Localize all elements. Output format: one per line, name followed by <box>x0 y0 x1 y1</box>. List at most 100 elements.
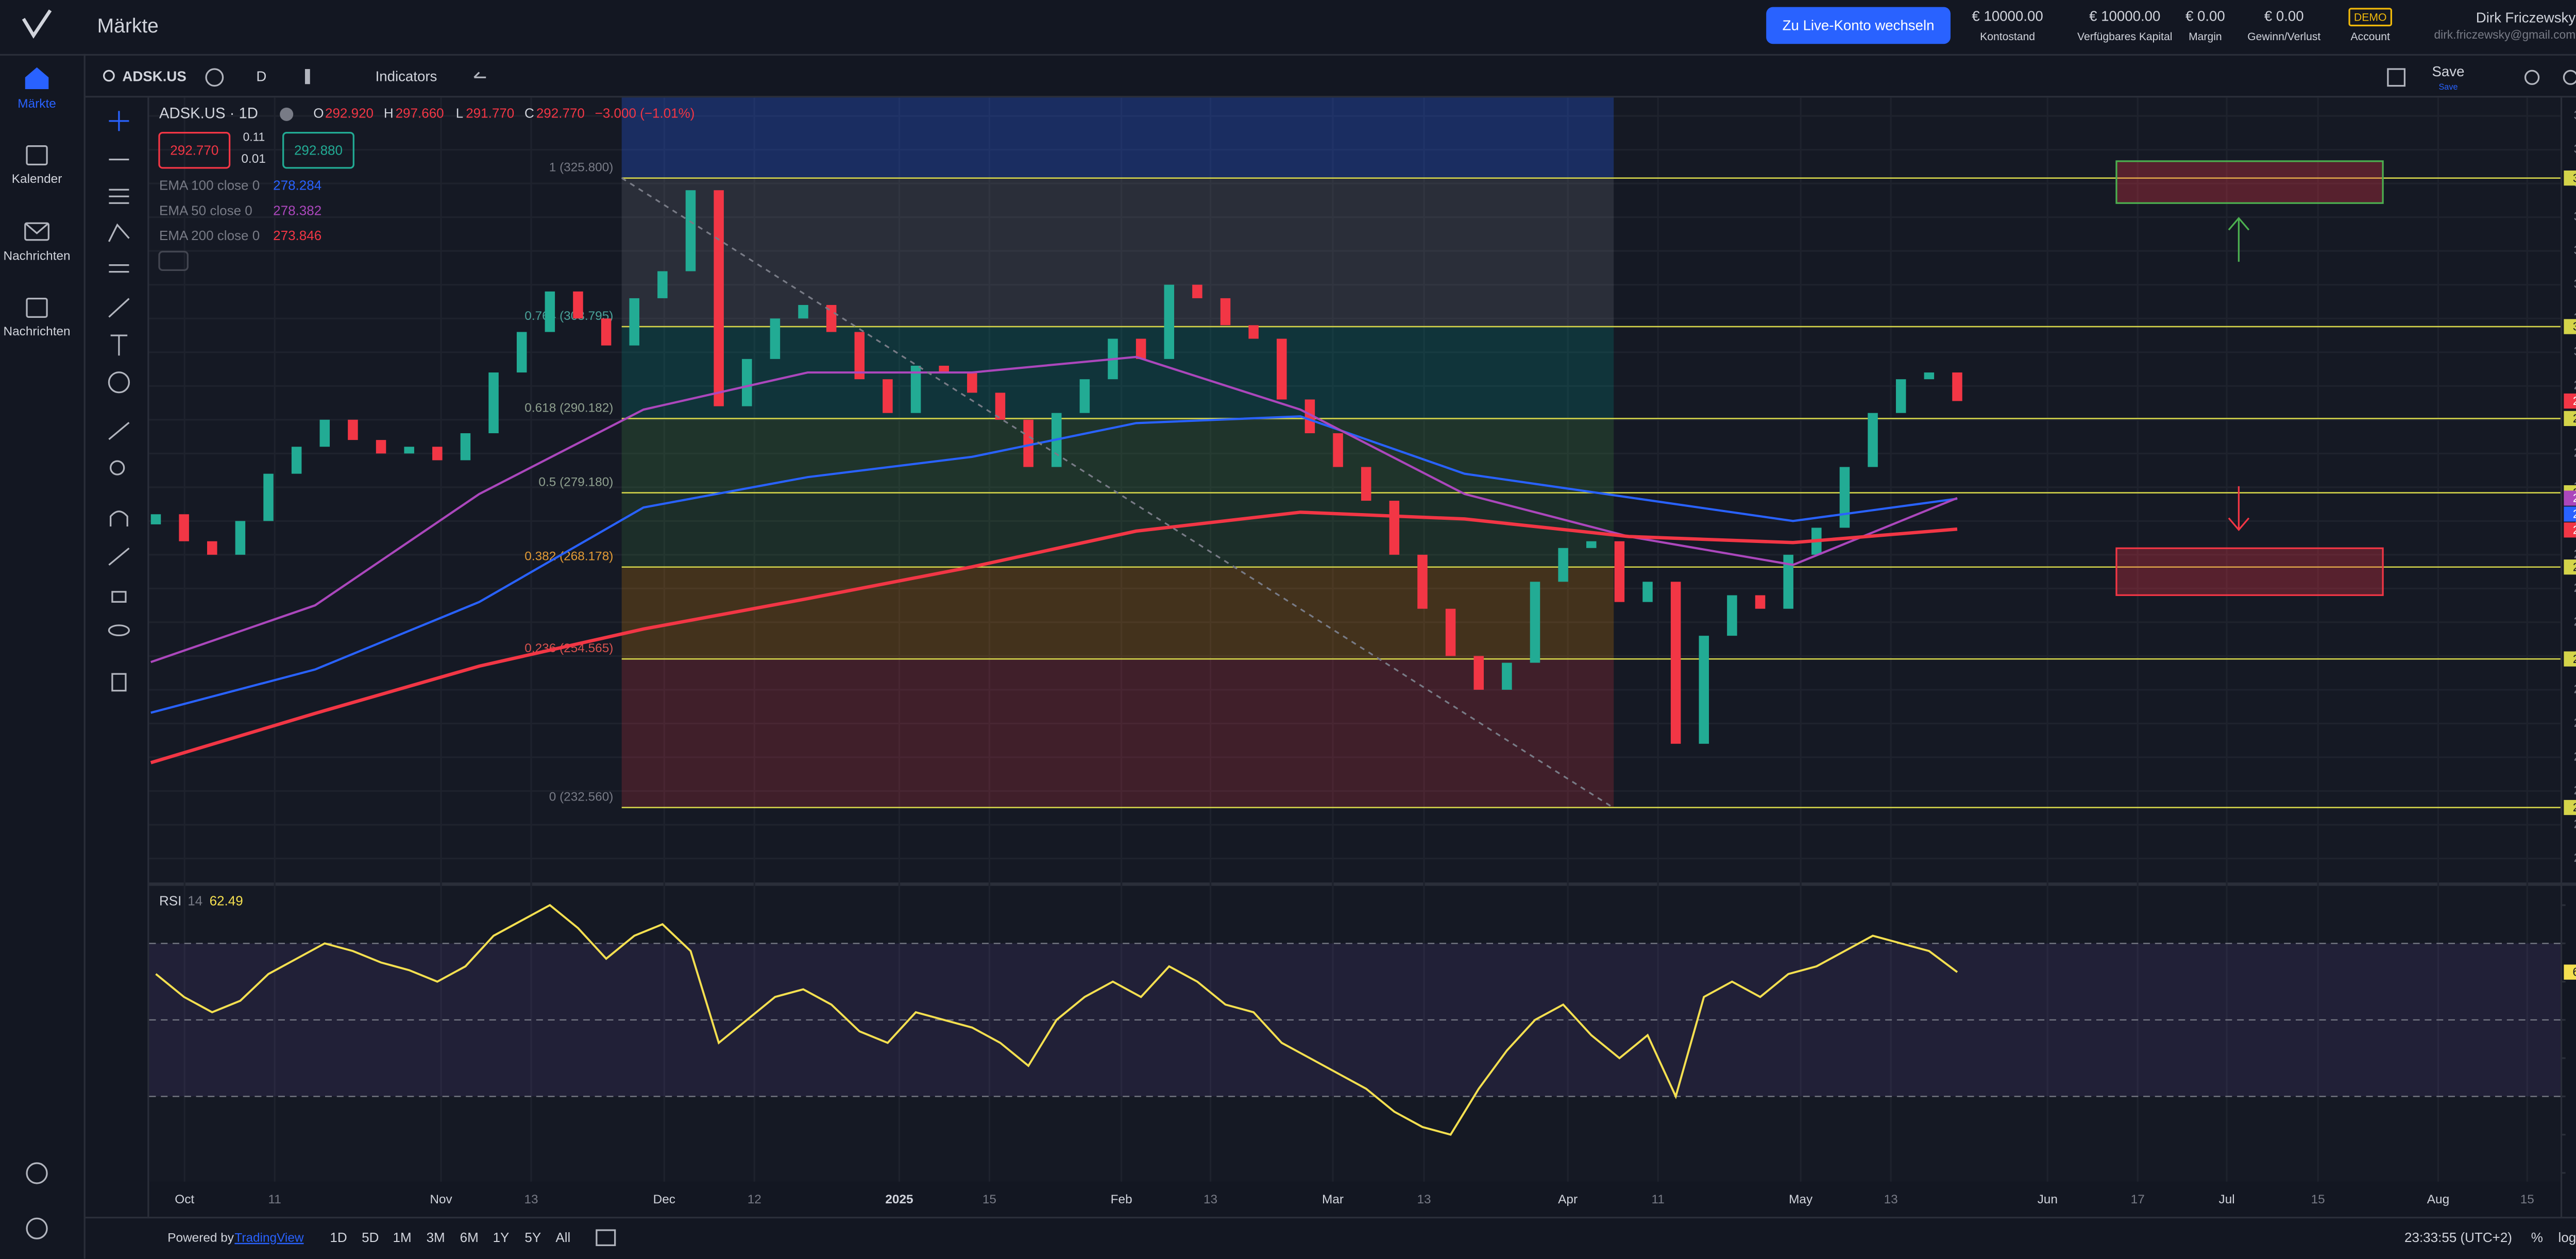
up-arrow[interactable] <box>2228 216 2250 262</box>
x-tick-label: 12 <box>748 1193 761 1206</box>
candle-body <box>1220 298 1231 326</box>
x-tick-label: 13 <box>1884 1193 1898 1206</box>
ohlc-value: 297.660 <box>396 106 444 121</box>
search-icon[interactable] <box>103 70 115 82</box>
tradingview-link[interactable]: TradingView <box>234 1231 304 1245</box>
x-tick-label: Mar <box>1322 1193 1344 1206</box>
magnet-tool[interactable] <box>110 511 128 526</box>
legend-toggle[interactable] <box>280 107 294 121</box>
stop-box[interactable] <box>2115 547 2384 596</box>
brush-tool[interactable] <box>108 298 130 318</box>
candle-body <box>714 190 724 406</box>
price-tag <box>2564 393 2576 409</box>
range-button[interactable]: 1Y <box>493 1230 510 1245</box>
interval[interactable]: D <box>256 69 266 84</box>
markets-icon[interactable] <box>25 67 49 90</box>
zoom-button[interactable] <box>2524 70 2540 85</box>
range-button[interactable]: 5D <box>362 1230 379 1245</box>
rsi-line <box>155 904 1958 1136</box>
candle-body <box>404 447 414 454</box>
fib-price-tag <box>2564 411 2576 427</box>
candle-body <box>348 419 358 440</box>
sidebar-item[interactable]: Märkte <box>18 97 56 111</box>
rsi-tag-label: 62.49 <box>2572 965 2576 979</box>
theme-toggle[interactable] <box>26 1162 48 1184</box>
range-button[interactable]: 6M <box>460 1230 479 1245</box>
log-toggle[interactable]: log <box>2558 1230 2576 1245</box>
x-tick-label: 2025 <box>885 1193 913 1206</box>
draw-mode-tool[interactable] <box>108 548 130 566</box>
ohlc-value: 292.770 <box>536 106 585 121</box>
buy-price[interactable]: 292.880 <box>294 142 343 158</box>
percent-toggle[interactable]: % <box>2531 1230 2543 1245</box>
fib-trend-line <box>621 177 1615 809</box>
range-button[interactable]: 3M <box>427 1230 445 1245</box>
range-button[interactable]: All <box>555 1230 570 1245</box>
price-tag-label: 292.770 <box>2573 394 2576 407</box>
live-button[interactable] <box>1766 7 1951 44</box>
delete-tool[interactable] <box>111 673 127 692</box>
buy-button[interactable] <box>282 131 354 169</box>
save-button[interactable]: Save <box>2432 63 2464 79</box>
logo[interactable] <box>22 9 52 39</box>
fib-tool[interactable] <box>109 189 129 204</box>
candle-body <box>1389 501 1400 555</box>
forecast-tool[interactable] <box>109 264 129 273</box>
indicators-button[interactable]: Indicators <box>376 69 437 84</box>
y-tick-label: 295.000 <box>2574 379 2576 393</box>
live-button-label[interactable]: Zu Live-Konto wechseln <box>1783 17 1935 33</box>
lock-tool[interactable] <box>111 591 127 603</box>
compare-button[interactable] <box>205 68 224 87</box>
y-tick-label: 250.000 <box>2574 682 2576 696</box>
candle-body <box>1136 338 1146 359</box>
sidebar-item[interactable]: Kalender <box>12 172 62 186</box>
stat-value: € 10000.00 <box>1972 8 2043 24</box>
candle-body <box>376 440 386 454</box>
fib-band <box>621 97 1614 178</box>
zoom-tool[interactable] <box>110 460 125 475</box>
candle-body <box>1304 399 1315 434</box>
ruler-tool[interactable] <box>108 422 130 440</box>
save-sub: Save <box>2438 82 2458 92</box>
fib-label: 1 (325.800) <box>549 161 614 175</box>
symbol[interactable]: ADSK.US <box>122 69 186 84</box>
settings-button[interactable] <box>2563 70 2576 85</box>
sidebar-item[interactable]: Nachrichten <box>4 325 71 338</box>
candle-body <box>1727 595 1737 636</box>
mail-icon[interactable] <box>24 222 49 241</box>
emoji-tool[interactable] <box>108 371 130 394</box>
pattern-tool[interactable] <box>108 223 130 242</box>
candle-body <box>1502 662 1512 690</box>
collapse-legend[interactable] <box>158 250 189 271</box>
goto-date[interactable] <box>596 1229 616 1246</box>
user-name[interactable]: Dirk Friczewsky <box>2476 10 2576 26</box>
visibility-tool[interactable] <box>108 624 130 637</box>
sell-price[interactable]: 292.770 <box>170 142 218 158</box>
news-icon[interactable] <box>26 297 48 318</box>
sell-button[interactable] <box>158 131 231 169</box>
y-tick-label: 305.000 <box>2574 311 2576 325</box>
fib-price-tag <box>2564 171 2576 186</box>
ema-line <box>150 415 1958 714</box>
text-tool[interactable] <box>110 334 128 356</box>
candle-body <box>1868 413 1878 467</box>
undo[interactable] <box>473 72 486 78</box>
range-button[interactable]: 1M <box>393 1230 412 1245</box>
price-tag <box>2564 490 2576 506</box>
chart-type-button[interactable] <box>304 69 310 84</box>
crosshair-tool[interactable] <box>109 111 129 131</box>
range-button[interactable]: 5Y <box>524 1230 541 1245</box>
layout-button[interactable] <box>2387 68 2406 87</box>
range-button[interactable]: 1D <box>330 1230 347 1245</box>
calendar-icon[interactable] <box>26 145 48 166</box>
candle-body <box>685 190 696 271</box>
target-box[interactable] <box>2115 160 2384 204</box>
sidebar-item[interactable]: Nachrichten <box>4 249 71 263</box>
help-button[interactable] <box>26 1217 48 1239</box>
candle-body <box>150 514 161 524</box>
indicator-value: 273.846 <box>273 228 321 243</box>
down-arrow[interactable] <box>2228 486 2250 531</box>
fib-price-label: 268.178 <box>2573 560 2576 573</box>
stat-value: € 10000.00 <box>2089 8 2160 24</box>
x-tick-label: May <box>1789 1193 1813 1206</box>
